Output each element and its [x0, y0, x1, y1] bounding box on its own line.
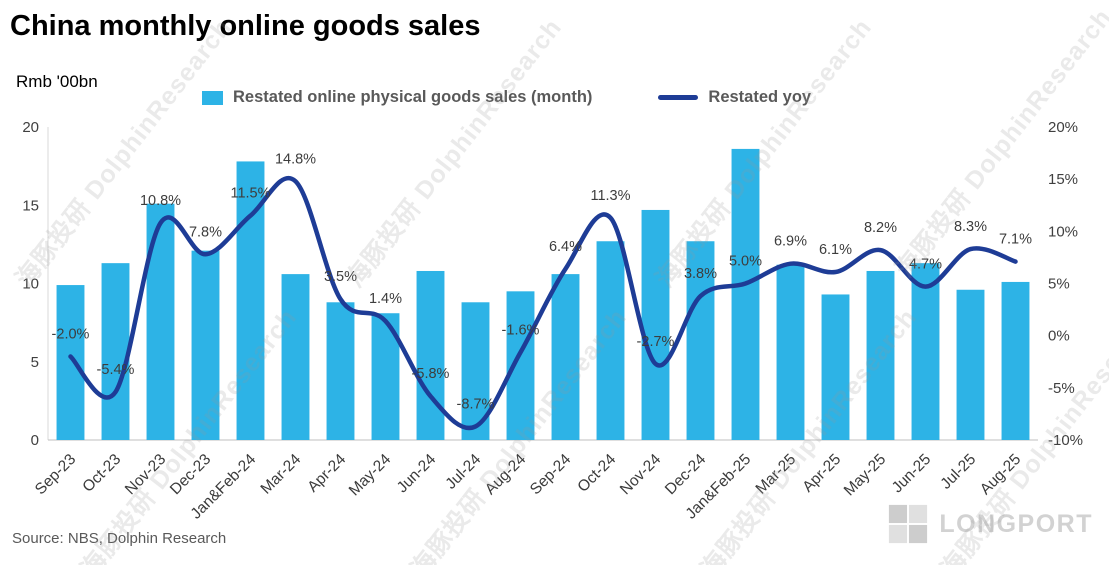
x-axis-label: Mar-25: [753, 451, 800, 498]
right-axis-tick: 15%: [1048, 171, 1078, 188]
x-axis-label: Sep-24: [527, 451, 575, 499]
yoy-data-label: -2.0%: [52, 327, 90, 343]
yoy-data-label: 7.8%: [189, 224, 222, 240]
line-series-swatch: [658, 95, 699, 100]
sales-bar: [146, 203, 175, 440]
x-axis-label: May-25: [841, 451, 890, 500]
sales-bar: [56, 285, 85, 440]
longport-logo: LONGPORT: [887, 503, 1093, 545]
left-axis-tick: 0: [31, 432, 39, 449]
legend: Restated online physical goods sales (mo…: [202, 88, 811, 107]
sales-bar: [326, 302, 355, 440]
yoy-line: [68, 176, 1018, 431]
legend-item-bars: Restated online physical goods sales (mo…: [202, 88, 592, 107]
yoy-data-label: -8.7%: [457, 396, 495, 412]
sales-bar: [956, 289, 985, 440]
sales-bar: [191, 250, 220, 440]
chart-title: China monthly online goods sales: [10, 10, 481, 42]
left-axis-tick: 10: [22, 276, 39, 293]
right-axis-tick: 5%: [1048, 276, 1070, 293]
sales-bar: [281, 274, 310, 440]
sales-bar: [821, 294, 850, 440]
sales-bar: [596, 241, 625, 440]
sales-bar: [866, 270, 895, 440]
x-axis-label: Apr-25: [799, 451, 844, 496]
yoy-data-label: 6.4%: [549, 239, 582, 255]
x-axis-label: Nov-24: [617, 451, 665, 499]
x-axis-label: Oct-23: [79, 451, 124, 496]
sales-bar: [641, 209, 670, 440]
yoy-data-label: 10.8%: [140, 193, 181, 209]
x-axis-label: Aug-25: [977, 451, 1024, 498]
line-series-label: Restated yoy: [708, 88, 812, 106]
yoy-data-label: 11.3%: [590, 188, 630, 204]
left-axis-tick: 5: [31, 354, 39, 371]
yoy-data-label: 5.0%: [729, 254, 762, 270]
yoy-data-label: 7.1%: [999, 232, 1032, 248]
yoy-data-label: 4.7%: [909, 257, 942, 273]
x-axis-label: Oct-24: [574, 451, 619, 496]
sales-bar: [911, 263, 940, 440]
yoy-data-label: 8.2%: [864, 220, 897, 236]
longport-logo-text: LONGPORT: [939, 509, 1093, 538]
x-axis-label: Mar-24: [258, 451, 305, 498]
sales-bar: [731, 148, 760, 440]
sales-bar: [101, 263, 130, 440]
sales-bar: [1001, 281, 1030, 440]
right-axis-tick: -5%: [1048, 380, 1075, 397]
yoy-data-label: 3.5%: [324, 269, 357, 285]
left-axis-tick: 20: [22, 119, 39, 136]
sales-bar: [686, 241, 715, 440]
x-axis-label: Jul-25: [937, 451, 979, 493]
x-axis-label: May-24: [346, 451, 395, 500]
x-axis-label: Jun-24: [394, 451, 440, 497]
right-axis-tick: 20%: [1048, 119, 1078, 136]
right-axis-tick: 0%: [1048, 328, 1070, 345]
left-axis-unit-label: Rmb '00bn: [16, 72, 98, 91]
yoy-data-label: 3.8%: [684, 266, 717, 282]
yoy-data-label: 1.4%: [369, 291, 402, 307]
sales-bar: [416, 270, 445, 440]
left-axis-tick: 15: [22, 197, 39, 214]
x-axis-label: Sep-23: [32, 451, 79, 498]
x-axis-label: Jul-24: [442, 451, 484, 493]
bar-series-swatch: [202, 90, 223, 105]
yoy-data-label: -2.7%: [637, 334, 675, 350]
yoy-data-label: 6.1%: [819, 242, 852, 258]
bar-series-label: Restated online physical goods sales (mo…: [233, 88, 593, 106]
legend-item-line: Restated yoy: [658, 88, 811, 107]
right-axis-tick: -10%: [1048, 432, 1083, 449]
x-axis-label: Jun-25: [889, 451, 935, 497]
sales-bar: [776, 264, 805, 440]
source-note: Source: NBS, Dolphin Research: [12, 530, 227, 547]
yoy-data-label: 14.8%: [275, 151, 316, 167]
yoy-data-label: 8.3%: [954, 219, 987, 235]
x-axis-label: Aug-24: [482, 451, 530, 499]
yoy-data-label: -5.8%: [412, 366, 450, 382]
right-axis-tick: 10%: [1048, 223, 1078, 240]
sales-bar: [551, 274, 580, 440]
yoy-data-label: 6.9%: [774, 234, 807, 250]
sales-bar: [506, 291, 535, 440]
yoy-data-label: 11.5%: [230, 186, 270, 202]
yoy-data-label: -1.6%: [502, 322, 540, 338]
x-axis-label: Apr-24: [304, 451, 349, 496]
yoy-data-label: -5.4%: [97, 362, 135, 378]
x-axis-label: Nov-23: [122, 451, 169, 498]
longport-logo-icon: [889, 504, 928, 544]
